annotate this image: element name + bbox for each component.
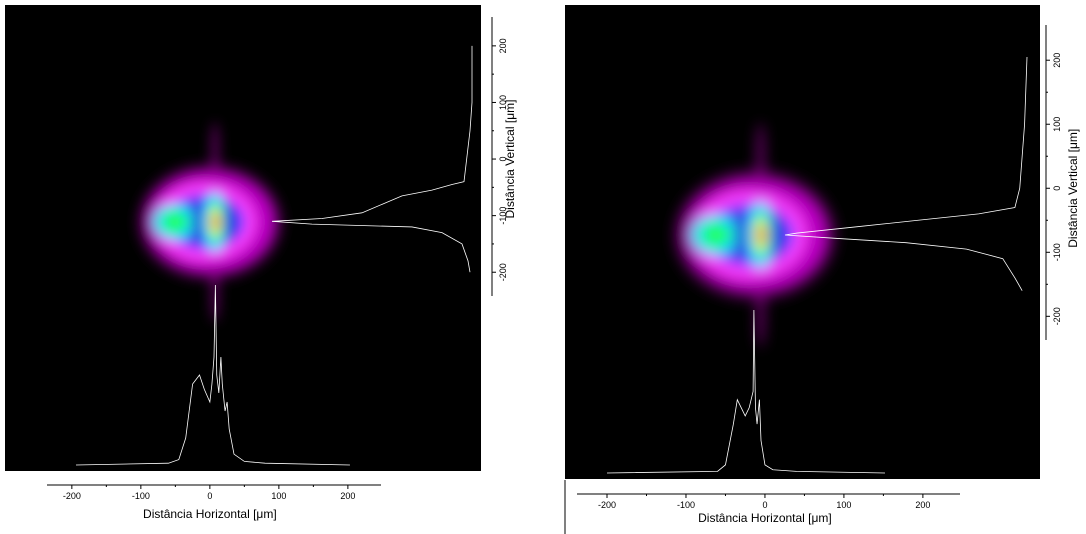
y-tick-label: 100 xyxy=(498,95,508,110)
vertical-profile xyxy=(271,45,473,273)
x-axis-label: Distância Horizontal [μm] xyxy=(143,507,277,521)
intensity-level xyxy=(756,123,766,191)
x-tick-label: -200 xyxy=(63,491,81,501)
y-tick-label: -100 xyxy=(498,207,508,225)
horizontal-profile xyxy=(607,309,885,474)
x-tick-label: -200 xyxy=(598,500,616,510)
y-tick-label: 0 xyxy=(1052,186,1062,191)
horizontal-profile xyxy=(75,284,350,466)
x-tick-label: 0 xyxy=(762,500,767,510)
intensity-level xyxy=(701,222,731,248)
x-axis-label: Distância Horizontal [μm] xyxy=(698,511,832,525)
y-tick-label: 200 xyxy=(1052,53,1062,68)
intensity-level xyxy=(212,213,218,231)
x-tick-label: -100 xyxy=(677,500,695,510)
x-tick-label: 100 xyxy=(271,491,286,501)
intensity-level xyxy=(211,122,219,182)
y-tick-label: 100 xyxy=(1052,117,1062,132)
vertical-profile xyxy=(784,56,1028,291)
y-tick-label: 200 xyxy=(498,38,508,53)
y-axis-label: Distância Vertical [μm] xyxy=(503,100,517,219)
intensity-level xyxy=(734,210,744,260)
intensity-level xyxy=(162,211,188,233)
y-tick-label: -200 xyxy=(498,263,508,281)
y-tick-label: 0 xyxy=(498,157,508,162)
intensity-level xyxy=(757,224,764,246)
x-tick-label: 100 xyxy=(836,500,851,510)
y-tick-label: -200 xyxy=(1052,307,1062,325)
beam-spot xyxy=(138,122,282,322)
x-tick-label: 0 xyxy=(207,491,212,501)
y-tick-label: -100 xyxy=(1052,243,1062,261)
x-tick-label: 200 xyxy=(340,491,355,501)
intensity-level xyxy=(770,210,780,260)
y-axis-label: Distância Vertical [μm] xyxy=(1066,129,1080,248)
intensity-level xyxy=(224,200,232,244)
intensity-level xyxy=(192,200,200,244)
x-tick-label: -100 xyxy=(132,491,150,501)
x-tick-label: 200 xyxy=(915,500,930,510)
intensity-level xyxy=(756,279,766,347)
beam-spot xyxy=(674,123,836,347)
